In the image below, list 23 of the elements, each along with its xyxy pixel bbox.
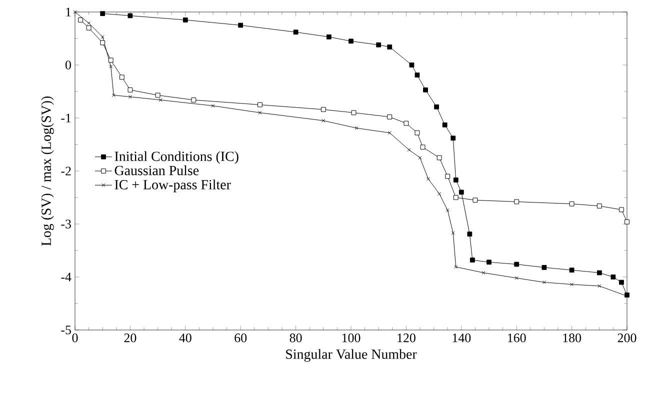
legend-label: Initial Conditions (IC) (114, 151, 238, 164)
x-tick-label: 180 (563, 334, 582, 342)
y-tick-label: -4 (61, 272, 72, 282)
y-tick-label: 0 (66, 60, 71, 70)
x-tick-label: 200 (618, 334, 636, 342)
legend-label: Gaussian Pulse (114, 165, 199, 176)
x-tick-label: 60 (234, 334, 247, 342)
x-tick-label: 80 (290, 334, 302, 342)
x-tick-label: 0 (72, 334, 78, 342)
y-tick-label: 1 (66, 8, 71, 16)
y-axis-title: Log (SV) / max (Log(SV)) (41, 96, 54, 246)
x-tick-label: 140 (452, 334, 471, 342)
x-tick-label: 160 (508, 334, 526, 342)
y-tick-label: -1 (61, 114, 71, 122)
y-tick-label: -3 (61, 220, 71, 228)
x-tick-label: 120 (398, 334, 416, 342)
legend-label: IC + Low-pass Filter (114, 180, 231, 192)
x-tick-label: 100 (342, 334, 360, 342)
y-tick-label: -5 (61, 326, 71, 334)
y-tick-label: -2 (61, 166, 71, 176)
x-axis-title: Singular Value Number (286, 349, 417, 362)
x-tick-label: 20 (124, 334, 136, 342)
x-tick-label: 40 (179, 334, 192, 342)
